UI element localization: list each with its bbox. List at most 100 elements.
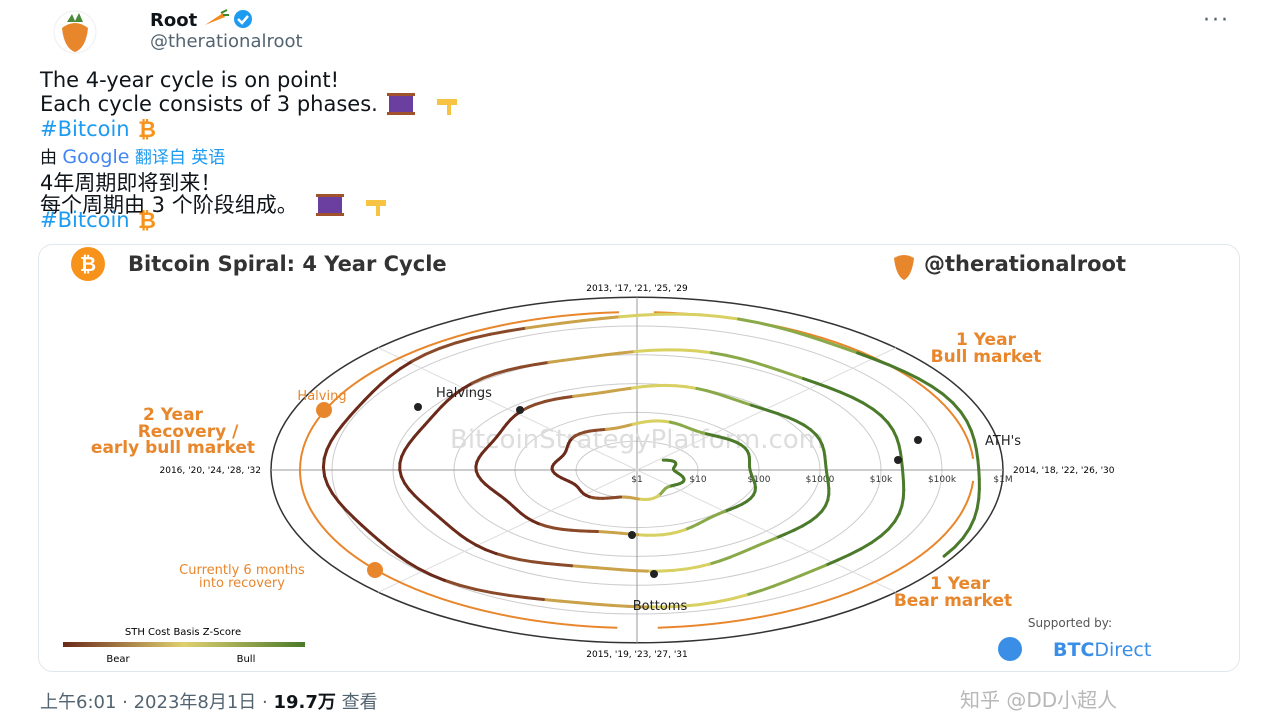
phase-label: Bull market — [931, 347, 1042, 367]
spiral-segment — [952, 536, 965, 549]
event-dot — [414, 403, 422, 411]
google-logo: Google — [62, 146, 130, 168]
spiral-segment — [363, 390, 375, 402]
spiral-segment — [325, 439, 333, 452]
spiral-segment — [942, 545, 956, 558]
spiral-segment — [976, 458, 981, 471]
spiral-segment — [470, 332, 492, 340]
svg-text:₿: ₿ — [138, 118, 156, 140]
spiral-segment — [607, 567, 624, 572]
spiral-segment — [786, 574, 803, 583]
user-name[interactable]: Root — [150, 9, 253, 31]
spiral-segment — [558, 599, 579, 605]
spiral-segment — [466, 538, 478, 547]
spiral-segment — [633, 348, 652, 354]
spiral-segment — [531, 560, 548, 565]
spiral-segment — [524, 323, 547, 330]
event-dot — [650, 570, 658, 578]
spiral-segment — [767, 409, 781, 416]
spiral-segment — [792, 524, 804, 532]
spiral-segment — [575, 601, 596, 606]
spiral-segment — [330, 491, 341, 504]
hashtag[interactable]: #Bitcoin ₿ — [40, 117, 160, 143]
handle[interactable]: @therationalroot — [150, 31, 303, 52]
spiral-segment — [458, 583, 477, 591]
spiral-segment — [732, 397, 744, 404]
tweet-line: Each cycle consists of 3 phases. — [40, 92, 465, 116]
spiral-segment — [562, 394, 576, 400]
spiral-segment — [738, 356, 755, 364]
spiral-segment — [871, 407, 883, 418]
spiral-segment — [344, 508, 356, 520]
sponsor-bold: BTC — [1053, 639, 1094, 661]
spiral-segment — [777, 412, 790, 419]
spiral-segment — [679, 603, 700, 608]
spiral-segment — [453, 387, 465, 396]
ring-label: $100 — [748, 475, 771, 485]
annotation: into recovery — [199, 576, 285, 591]
spiral-segment — [751, 360, 768, 368]
spiral-segment — [582, 565, 599, 570]
spiral-segment — [705, 389, 718, 395]
spiral-segment — [824, 558, 840, 567]
spiral-segment — [488, 329, 510, 336]
spiral-segment — [728, 551, 742, 559]
view-count: 19.7万 — [273, 692, 336, 713]
spiral-segment — [755, 320, 777, 329]
spiral-segment — [791, 329, 811, 338]
spiral-segment — [524, 596, 545, 601]
spiral-segment — [592, 602, 613, 607]
annotation: Bottoms — [633, 599, 688, 614]
spiral-segment — [807, 334, 828, 344]
spiral-segment — [484, 548, 498, 556]
spiral-segment — [620, 568, 636, 573]
more-menu[interactable]: ··· — [1203, 8, 1230, 33]
spiral-segment — [541, 597, 562, 603]
ring-label: $10k — [870, 475, 893, 485]
spiral-segment — [961, 526, 972, 540]
svg-text:₿: ₿ — [80, 252, 96, 276]
spiral-segment — [386, 546, 399, 557]
spiral-segment — [474, 543, 488, 552]
spiral-segment — [764, 364, 781, 372]
spiral-segment — [368, 531, 381, 542]
translate-link[interactable]: 翻译自 英语 — [134, 148, 226, 168]
spiral-segment — [595, 566, 611, 571]
svg-text:₿: ₿ — [138, 209, 156, 231]
spiral-segment — [850, 395, 865, 405]
spiral-segment — [648, 348, 667, 352]
spiral-segment — [777, 368, 793, 376]
spiral-segment — [399, 359, 414, 370]
emoji: ₿ — [138, 209, 156, 234]
spiral-segment — [493, 368, 510, 376]
spiral-segment — [974, 448, 980, 462]
spiral-segment — [747, 544, 760, 551]
spiral-segment — [723, 394, 736, 401]
spiral-segment — [707, 559, 722, 566]
tweet-image[interactable]: ₿ Bitcoin Spiral: 4 Year Cycle @theratio… — [38, 244, 1240, 672]
spiral-segment — [738, 547, 751, 555]
spiral-segment — [968, 517, 976, 530]
timestamp[interactable]: 上午6:01 · 2023年8月1日 · — [40, 692, 268, 713]
tweet-line: 4年周期即将到来！ — [40, 171, 222, 195]
event-dot — [628, 531, 636, 539]
legend-title: STH Cost Basis Z-Score — [125, 627, 241, 638]
spiral-segment — [696, 600, 717, 607]
text[interactable]: #Bitcoin — [40, 117, 130, 141]
spiral-plot: $1 $10 $100 $1000 $10k $100k $1M BitcoinStrateg… — [63, 284, 1151, 665]
spiral-segment — [729, 593, 748, 601]
spiral-segment — [429, 573, 447, 582]
spiral-segment — [371, 382, 383, 394]
spiral-segment — [519, 363, 537, 369]
text[interactable]: #Bitcoin — [40, 208, 130, 232]
spiral-segment — [591, 390, 605, 396]
name[interactable]: Root — [150, 10, 198, 31]
hashtag[interactable]: #Bitcoin ₿ — [40, 208, 160, 234]
spiral-segment — [534, 400, 547, 406]
spiral-segment — [506, 365, 523, 372]
spiral-segment — [972, 438, 978, 452]
spiral-segment — [887, 519, 897, 531]
spiral-segment — [473, 587, 494, 595]
spiral-segment — [840, 345, 860, 355]
